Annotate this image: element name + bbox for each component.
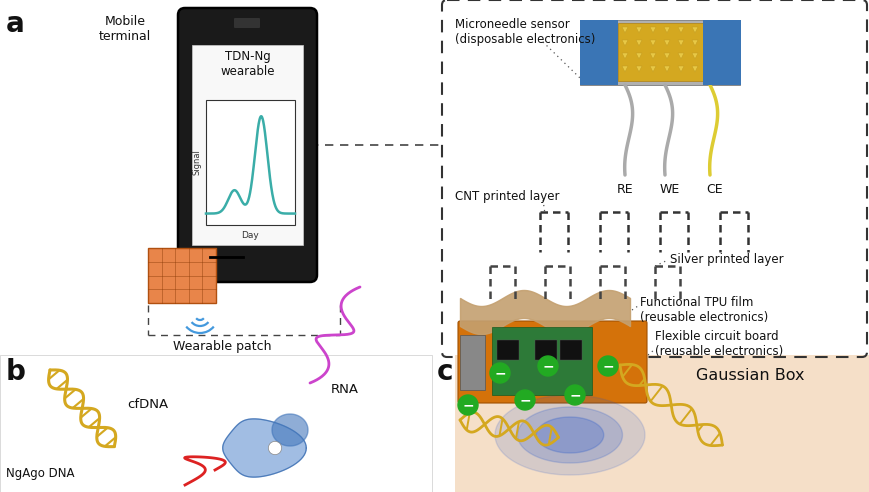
Text: RE: RE: [616, 183, 633, 196]
Text: −: −: [541, 359, 554, 373]
Text: Flexible circuit board
(reusable electronics): Flexible circuit board (reusable electro…: [654, 330, 782, 358]
Polygon shape: [494, 395, 644, 475]
FancyBboxPatch shape: [148, 248, 216, 303]
FancyBboxPatch shape: [460, 335, 484, 390]
FancyBboxPatch shape: [454, 355, 869, 492]
Text: Microneedle sensor
(disposable electronics): Microneedle sensor (disposable electroni…: [454, 18, 594, 46]
Circle shape: [457, 395, 477, 415]
Polygon shape: [535, 417, 603, 453]
Text: −: −: [461, 398, 474, 412]
Text: RNA: RNA: [330, 383, 359, 396]
Text: Gaussian Box: Gaussian Box: [695, 368, 803, 383]
FancyBboxPatch shape: [534, 340, 556, 360]
Text: Mobile
terminal: Mobile terminal: [99, 15, 151, 43]
FancyBboxPatch shape: [560, 340, 581, 360]
Text: cfDNA: cfDNA: [127, 398, 169, 411]
Text: −: −: [519, 393, 530, 407]
Text: NgAgo DNA: NgAgo DNA: [6, 467, 75, 480]
FancyBboxPatch shape: [580, 20, 617, 85]
Text: Functional TPU film
(reusable electronics): Functional TPU film (reusable electronic…: [640, 296, 767, 324]
Text: b: b: [6, 358, 26, 386]
Circle shape: [514, 390, 534, 410]
Polygon shape: [272, 414, 308, 446]
Text: P: P: [270, 443, 279, 453]
Text: c: c: [436, 358, 453, 386]
FancyBboxPatch shape: [496, 340, 519, 360]
Circle shape: [597, 356, 617, 376]
Polygon shape: [517, 407, 622, 463]
FancyBboxPatch shape: [580, 20, 740, 85]
FancyBboxPatch shape: [192, 45, 302, 245]
Text: a: a: [6, 10, 24, 38]
Text: Signal: Signal: [193, 150, 202, 176]
Polygon shape: [222, 419, 306, 477]
Text: −: −: [494, 366, 505, 380]
Text: −: −: [568, 388, 580, 402]
Text: Wearable patch: Wearable patch: [173, 340, 271, 353]
FancyBboxPatch shape: [457, 321, 647, 403]
FancyBboxPatch shape: [617, 23, 702, 81]
Circle shape: [489, 363, 509, 383]
Text: TDN-Ng
wearable: TDN-Ng wearable: [220, 50, 275, 78]
FancyBboxPatch shape: [702, 20, 740, 85]
Text: Day: Day: [242, 231, 259, 240]
FancyBboxPatch shape: [178, 8, 316, 282]
Text: Silver printed layer: Silver printed layer: [669, 253, 783, 266]
Text: CE: CE: [706, 183, 722, 196]
Circle shape: [537, 356, 557, 376]
Text: CNT printed layer: CNT printed layer: [454, 190, 559, 203]
Text: WE: WE: [659, 183, 680, 196]
FancyBboxPatch shape: [492, 327, 591, 395]
FancyBboxPatch shape: [0, 355, 432, 492]
FancyBboxPatch shape: [206, 100, 295, 225]
Circle shape: [564, 385, 584, 405]
Text: −: −: [601, 359, 614, 373]
FancyBboxPatch shape: [234, 18, 260, 28]
